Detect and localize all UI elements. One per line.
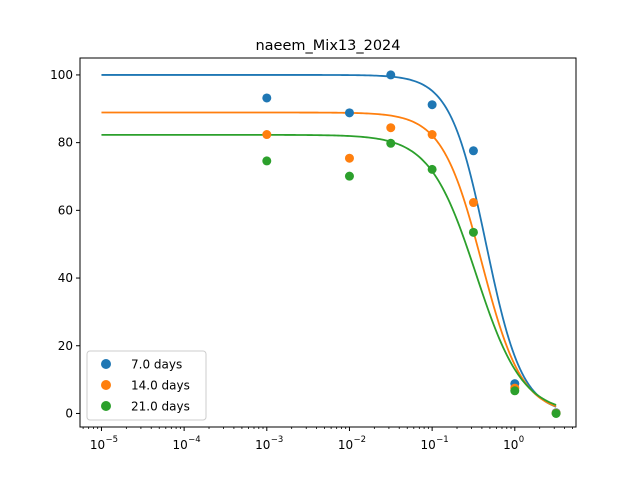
data-point-series-3 [468,227,478,237]
fit-curve-series-1 [101,74,557,408]
legend-marker-series-3 [101,401,111,411]
data-point-series-2 [344,153,354,163]
x-tick-exponent: −2 [353,435,366,445]
data-point-series-1 [427,100,437,110]
x-tick-label: 10 [172,438,187,452]
data-point-series-2 [468,198,478,208]
y-tick-label: 20 [58,339,73,353]
data-point-series-3 [262,156,272,166]
legend-box [86,350,207,421]
fit-curves [101,74,557,408]
y-tick-label: 0 [65,406,73,420]
x-tick-label: 10 [90,438,105,452]
data-point-series-1 [344,108,354,118]
data-point-series-1 [386,70,396,80]
data-point-series-3 [427,164,437,174]
legend-label-series-1: 7.0 days [131,358,182,372]
fit-curve-series-3 [101,133,557,406]
data-point-series-3 [551,408,561,418]
legend-label-series-2: 14.0 days [131,379,190,393]
x-tick-exponent: −4 [188,435,201,445]
data-point-series-1 [262,93,272,103]
x-tick-label: 10 [338,438,353,452]
data-point-series-2 [262,130,272,140]
data-point-series-3 [344,171,354,181]
data-points [262,70,561,418]
x-tick-exponent: 0 [519,435,524,445]
y-tick-label: 60 [58,203,73,217]
legend: 7.0 days 14.0 days 21.0 days [86,350,207,421]
legend-marker-series-2 [101,380,111,390]
legend-label-series-3: 21.0 days [131,400,190,414]
data-point-series-2 [427,130,437,140]
y-tick-label: 80 [58,136,73,150]
x-tick-label: 10 [420,438,435,452]
x-tick-exponent: −3 [271,435,284,445]
x-tick-label: 10 [255,438,270,452]
data-point-series-3 [386,138,396,148]
chart-title: naeem_Mix13_2024 [255,38,400,54]
data-point-series-2 [386,123,396,133]
data-point-series-1 [468,146,478,156]
x-tick-exponent: −5 [105,435,118,445]
data-point-series-3 [510,386,520,396]
x-tick-exponent: −1 [436,435,449,445]
legend-marker-series-1 [101,359,111,369]
fit-curve-series-2 [101,111,557,408]
y-tick-label: 40 [58,271,73,285]
x-tick-label: 10 [503,438,518,452]
y-tick-label: 100 [50,68,73,82]
plot-frame [79,57,577,428]
